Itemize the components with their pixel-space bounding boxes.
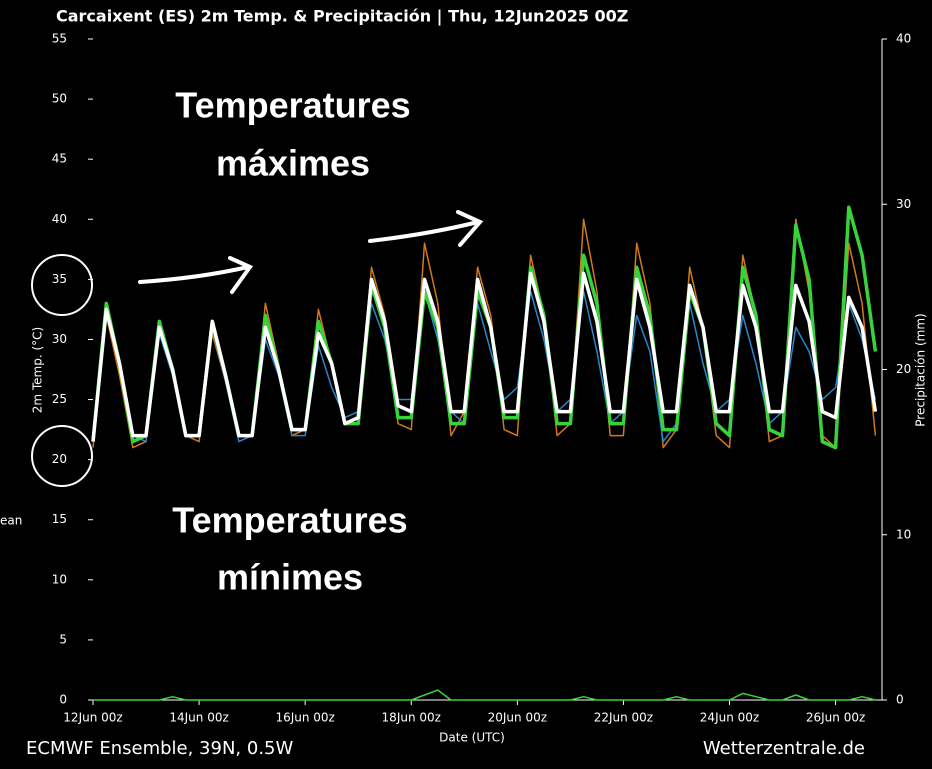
- source-right: Wetterzentrale.de: [703, 738, 865, 759]
- y-axis-label: 2m Temp. (°C): [31, 327, 45, 414]
- y-tick-label: 45: [52, 152, 67, 166]
- arrow: [138, 256, 254, 294]
- y-tick-label: 50: [52, 92, 67, 106]
- highlight-circle: [31, 425, 93, 487]
- y2-tick-label: 0: [896, 693, 904, 707]
- y2-tick-label: 10: [896, 527, 911, 541]
- y2-tick-label: 20: [896, 362, 911, 376]
- x-tick-label: 24Jun 00z: [700, 711, 759, 725]
- annotation: Temperatures: [172, 500, 407, 541]
- arrow: [368, 210, 484, 247]
- y-tick-label: 25: [52, 392, 67, 406]
- x-tick-label: 14Jun 00z: [169, 711, 228, 725]
- y2-tick-label: 40: [896, 32, 911, 46]
- x-tick-label: 26Jun 00z: [806, 711, 865, 725]
- x-tick-label: 20Jun 00z: [488, 711, 547, 725]
- annotation: máximes: [216, 143, 370, 184]
- highlight-circle: [31, 254, 93, 316]
- y-tick-label: 20: [52, 452, 67, 466]
- source-left: ECMWF Ensemble, 39N, 0.5W: [26, 738, 293, 759]
- x-tick-label: 16Jun 00z: [275, 711, 334, 725]
- annotation: Temperatures: [175, 85, 410, 126]
- y-tick-label: 15: [52, 512, 67, 526]
- y-tick-label: 55: [52, 32, 67, 46]
- y-tick-label: 5: [59, 632, 67, 646]
- annotation: mínimes: [217, 557, 363, 598]
- y-tick-label: 0: [59, 693, 67, 707]
- x-axis-label: Date (UTC): [439, 731, 505, 745]
- series-line: [91, 271, 878, 442]
- y-tick-label: 35: [52, 272, 67, 286]
- x-tick-label: 12Jun 00z: [63, 711, 122, 725]
- x-tick-label: 18Jun 00z: [382, 711, 441, 725]
- y-tick-label: 10: [52, 572, 67, 586]
- chart-title: Carcaixent (ES) 2m Temp. & Precipitación…: [56, 7, 628, 27]
- y2-tick-label: 30: [896, 197, 911, 211]
- y-tick-label: 30: [52, 332, 67, 346]
- legend-entry: ean: [0, 514, 22, 528]
- x-tick-label: 22Jun 00z: [594, 711, 653, 725]
- series-line: [93, 689, 876, 701]
- y2-axis-label: Precipitación (mm): [914, 313, 928, 426]
- y-tick-label: 40: [52, 212, 67, 226]
